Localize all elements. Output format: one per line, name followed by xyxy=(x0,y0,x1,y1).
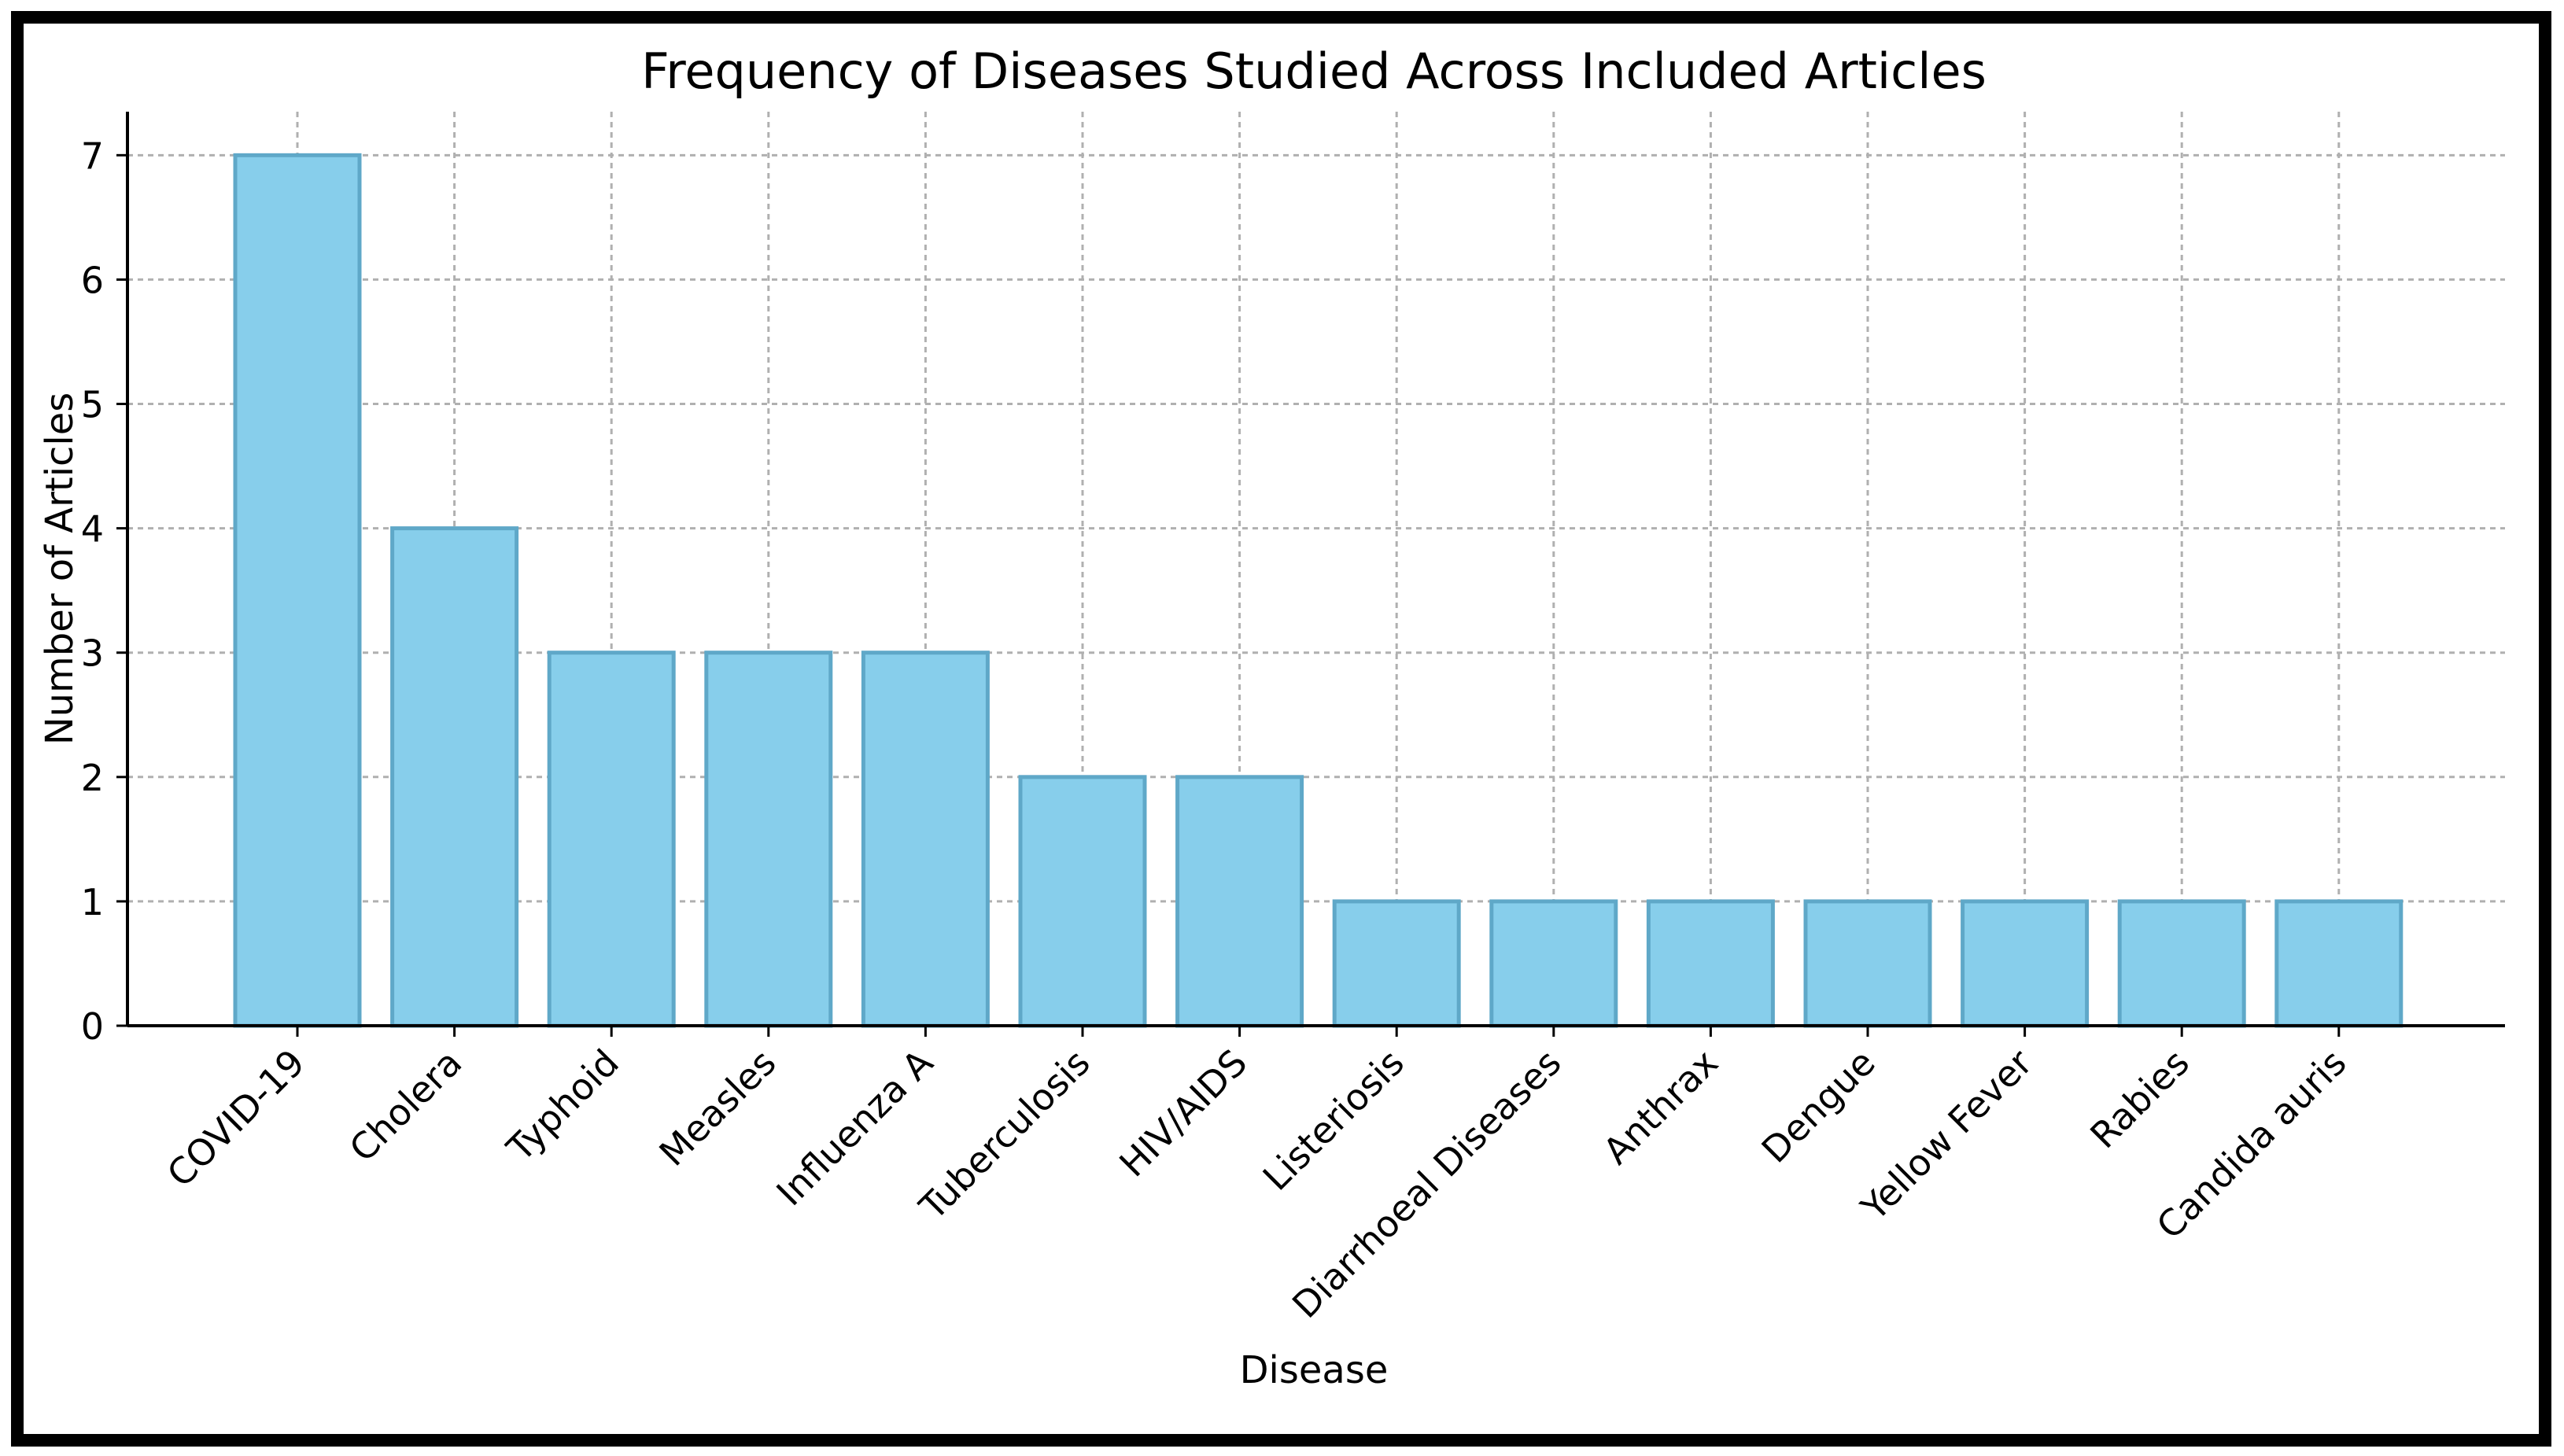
x-tick-label: Listeriosis xyxy=(1255,1041,1412,1199)
axes xyxy=(116,112,2505,1037)
x-tick-label: Typhoid xyxy=(498,1041,627,1170)
x-axis-label: Disease xyxy=(1240,1348,1389,1392)
chart-title: Frequency of Diseases Studied Across Inc… xyxy=(641,42,1987,100)
bar-dengue xyxy=(1803,899,1932,1028)
bar-covid-19 xyxy=(233,153,362,1028)
y-tick-label: 1 xyxy=(81,881,104,923)
x-tick-label: Dengue xyxy=(1754,1041,1883,1171)
x-tick-label: Diarrhoeal Diseases xyxy=(1284,1041,1570,1327)
bar-cholera xyxy=(390,526,519,1028)
x-tick-label: Influenza A xyxy=(768,1041,941,1214)
bars xyxy=(233,153,2404,1028)
y-tick-label: 0 xyxy=(81,1005,104,1048)
y-tick-label: 2 xyxy=(81,757,104,799)
y-tick-label: 7 xyxy=(81,135,104,177)
x-tick-label: COVID-19 xyxy=(159,1041,313,1196)
bar-hiv-aids xyxy=(1175,775,1304,1028)
x-tick-label: Cholera xyxy=(341,1041,470,1170)
y-tick-label: 5 xyxy=(81,384,104,426)
y-tick-label: 4 xyxy=(81,508,104,551)
y-tick-labels: 0 1 2 3 4 5 6 7 xyxy=(81,135,104,1048)
bar-influenza-a xyxy=(861,651,990,1028)
bar-typhoid xyxy=(547,651,676,1028)
bar-listeriosis xyxy=(1332,899,1461,1028)
y-tick-label: 3 xyxy=(81,632,104,675)
x-tick-label: Anthrax xyxy=(1595,1041,1726,1173)
y-axis-label: Number of Articles xyxy=(38,393,82,746)
x-tick-label: HIV/AIDS xyxy=(1111,1041,1255,1185)
bar-tuberculosis xyxy=(1018,775,1147,1028)
bar-candida-auris xyxy=(2274,899,2404,1028)
bar-rabies xyxy=(2117,899,2246,1028)
bar-diarrhoeal-diseases xyxy=(1489,899,1618,1028)
y-tick-label: 6 xyxy=(81,259,104,301)
bar-measles xyxy=(704,651,833,1028)
x-tick-label: Rabies xyxy=(2082,1041,2197,1157)
bar-anthrax xyxy=(1646,899,1775,1028)
bar-yellow-fever xyxy=(1961,899,2090,1028)
x-tick-label: Measles xyxy=(651,1041,784,1174)
